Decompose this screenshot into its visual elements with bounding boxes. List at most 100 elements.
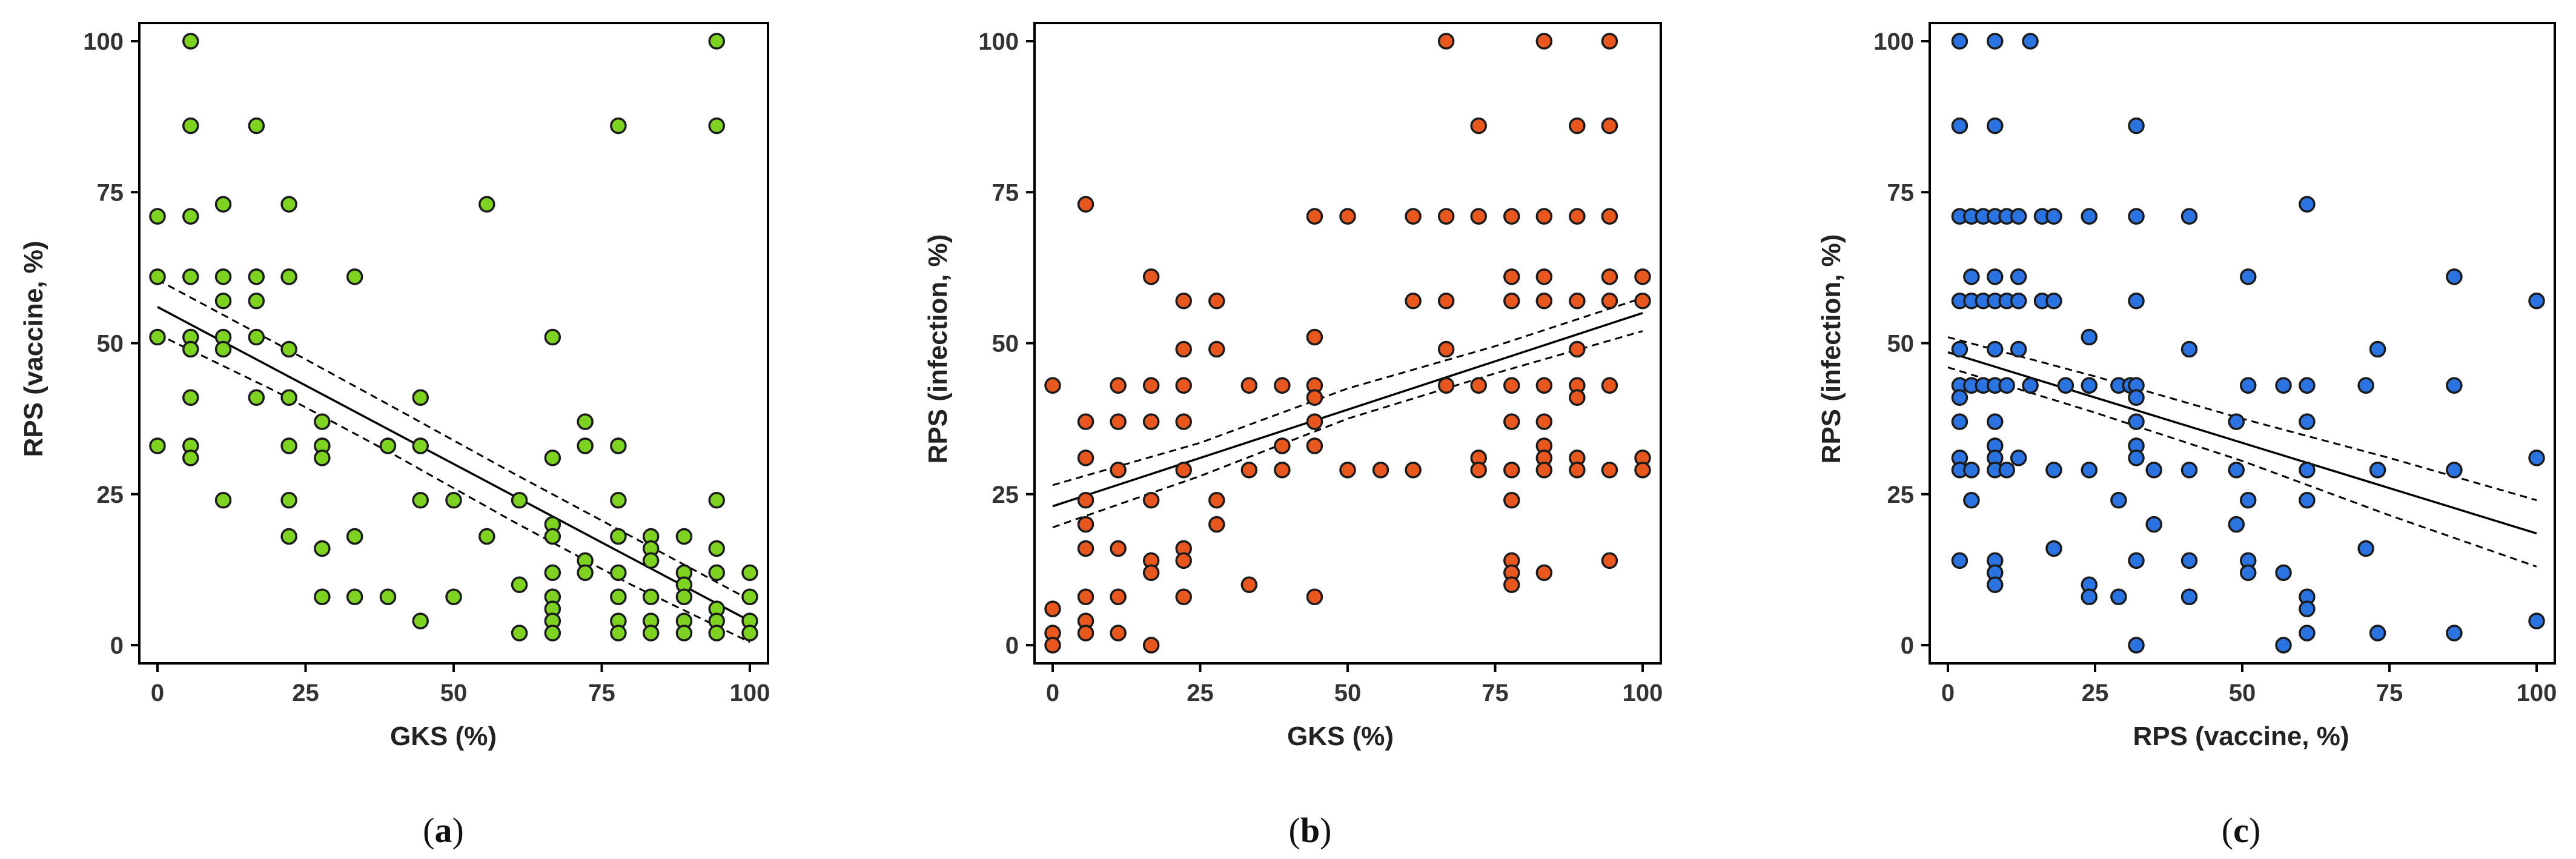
data-point <box>2081 328 2098 346</box>
data-point <box>2446 268 2463 285</box>
data-point <box>2446 377 2463 394</box>
data-point <box>1569 389 1586 406</box>
data-point <box>1306 437 1323 454</box>
data-point <box>2128 389 2145 406</box>
data-point <box>1208 516 1225 533</box>
data-point <box>1470 377 1487 394</box>
data-point <box>379 437 397 454</box>
data-point <box>1535 462 1553 479</box>
data-point <box>2010 268 2027 285</box>
regression-line <box>1947 351 2537 535</box>
data-point <box>708 625 725 642</box>
data-point <box>2180 208 2198 225</box>
data-point <box>1951 340 1968 358</box>
data-point <box>1535 413 1553 430</box>
data-point <box>544 625 561 642</box>
panel-label: (c) <box>2222 811 2260 850</box>
data-point <box>1437 340 1455 358</box>
y-axis-label: RPS (vaccine, %) <box>19 240 48 457</box>
data-point <box>478 196 495 213</box>
data-point <box>1044 637 1061 654</box>
data-point <box>1437 208 1455 225</box>
data-point <box>2045 292 2062 310</box>
data-point <box>280 196 297 213</box>
data-point <box>1142 491 1160 509</box>
data-point <box>1175 413 1192 430</box>
data-point <box>2110 491 2127 509</box>
data-point <box>2228 516 2245 533</box>
data-point <box>708 564 725 582</box>
data-point <box>1437 377 1455 394</box>
data-point <box>1634 462 1651 479</box>
y-tick-label: 50 <box>1887 331 1915 357</box>
data-point <box>1569 208 1586 225</box>
data-point <box>2275 377 2292 394</box>
data-point <box>1963 462 1980 479</box>
data-point <box>2081 208 2098 225</box>
data-point <box>1208 491 1225 509</box>
data-point <box>412 437 429 454</box>
y-tick-label: 0 <box>1901 632 1914 659</box>
data-point <box>149 437 166 454</box>
data-point <box>675 588 693 605</box>
data-point <box>1142 377 1160 394</box>
data-point <box>1110 462 1127 479</box>
data-point <box>1405 462 1422 479</box>
x-tick-label: 75 <box>2376 680 2403 706</box>
y-axis-label: RPS (infection, %) <box>1816 234 1846 464</box>
data-point <box>1951 389 1968 406</box>
data-point <box>2357 377 2374 394</box>
data-point <box>1077 540 1094 557</box>
data-point <box>248 328 265 346</box>
data-point <box>675 625 693 642</box>
data-point <box>2145 516 2162 533</box>
data-point <box>1077 625 1094 642</box>
data-point <box>708 540 725 557</box>
data-point <box>1601 462 1618 479</box>
data-point <box>2128 208 2145 225</box>
data-point <box>2180 462 2198 479</box>
data-point <box>1951 552 1968 569</box>
data-point <box>1601 33 1618 50</box>
panel-c: RPS (infection, %) RPS (vaccine, %) (c) … <box>1816 22 2557 850</box>
data-point <box>1175 552 1192 569</box>
data-point <box>1503 208 1520 225</box>
data-point <box>2446 625 2463 642</box>
ci-upper-line <box>157 279 750 601</box>
y-tick-label: 25 <box>1887 482 1915 508</box>
x-axis-label: RPS (vaccine, %) <box>2133 721 2349 751</box>
data-point <box>2128 449 2145 466</box>
data-point <box>2357 540 2374 557</box>
data-point <box>445 491 462 509</box>
data-point <box>1601 552 1618 569</box>
x-tick-label: 75 <box>588 680 615 706</box>
data-point <box>1503 462 1520 479</box>
data-point <box>280 491 297 509</box>
data-point <box>2275 564 2292 582</box>
x-tick-label: 50 <box>2229 680 2256 706</box>
data-point <box>182 389 199 406</box>
data-point <box>1339 462 1356 479</box>
data-point <box>1175 292 1192 310</box>
data-point <box>1077 413 1094 430</box>
data-point <box>511 491 528 509</box>
regression-line <box>157 306 750 622</box>
data-point <box>1503 413 1520 430</box>
data-point <box>2145 462 2162 479</box>
data-point <box>2128 552 2145 569</box>
data-point <box>1987 268 2004 285</box>
data-point <box>2299 625 2316 642</box>
data-point <box>149 328 166 346</box>
data-point <box>314 540 331 557</box>
data-point <box>1142 413 1160 430</box>
x-tick-label: 0 <box>1046 680 1059 706</box>
data-point <box>1306 588 1323 605</box>
data-point <box>2528 612 2545 629</box>
data-point <box>1987 33 2004 50</box>
data-point <box>182 33 199 50</box>
x-tick-label: 0 <box>1941 680 1955 706</box>
data-point <box>1339 208 1356 225</box>
data-point <box>708 117 725 134</box>
data-point <box>379 588 397 605</box>
data-point <box>2369 462 2386 479</box>
